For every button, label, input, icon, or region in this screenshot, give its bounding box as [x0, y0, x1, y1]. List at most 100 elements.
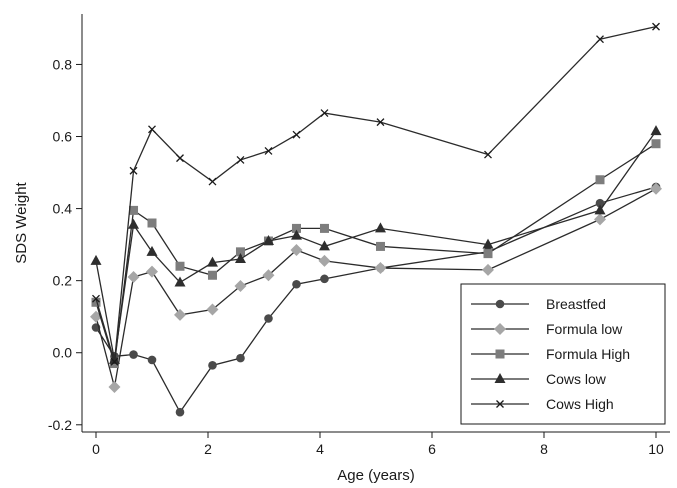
- series-layer: [90, 22, 662, 417]
- marker-triangle: [206, 256, 218, 267]
- legend-label: Cows High: [546, 396, 614, 412]
- x-tick-label: 2: [204, 441, 212, 457]
- marker-x-stroke: [92, 294, 100, 303]
- x-tick-label: 8: [540, 441, 548, 457]
- x-tick-label: 0: [92, 441, 100, 457]
- axes: -0.2 0.0 0.2 0.4 0.6 0.8 0 2 4 6 8 10: [48, 14, 670, 457]
- marker-circle: [320, 274, 329, 284]
- marker-diamond: [290, 244, 303, 257]
- marker-x-stroke: [129, 166, 138, 175]
- legend-item: Formula low: [471, 321, 623, 337]
- marker-circle: [175, 407, 185, 417]
- marker-triangle: [90, 254, 102, 265]
- marker-triangle: [318, 240, 330, 251]
- legend-label: Formula low: [546, 321, 623, 337]
- series-cows-high: [92, 22, 660, 366]
- marker-circle: [147, 355, 157, 365]
- marker-x-stroke: [652, 22, 660, 31]
- marker-x: [208, 177, 217, 186]
- marker-triangle: [262, 235, 274, 246]
- marker-x: [264, 146, 273, 155]
- marker-diamond: [127, 271, 140, 284]
- marker-x-stroke: [176, 154, 184, 163]
- marker-square: [175, 261, 185, 271]
- marker-diamond: [234, 280, 247, 293]
- x-tick-label: 6: [428, 441, 436, 457]
- legend: Breastfed Formula low Formula High Cows low…: [460, 283, 666, 425]
- series-formula-low: [90, 182, 662, 393]
- marker-diamond: [494, 323, 506, 335]
- legend-label: Formula High: [546, 346, 630, 362]
- marker-x: [596, 35, 604, 44]
- marker-circle: [292, 279, 301, 289]
- marker-triangle: [234, 253, 246, 264]
- marker-diamond: [262, 269, 275, 282]
- y-tick-label: 0.4: [53, 201, 73, 217]
- marker-diamond: [206, 303, 219, 316]
- marker-square: [207, 270, 217, 280]
- marker-circle: [595, 198, 605, 208]
- marker-triangle: [650, 125, 662, 136]
- legend-item: Formula High: [471, 346, 630, 362]
- marker-x: [129, 166, 138, 175]
- series-line: [95, 130, 657, 361]
- marker-x: [110, 357, 119, 366]
- marker-diamond: [146, 265, 158, 278]
- marker-x: [484, 150, 492, 159]
- marker-square: [319, 223, 329, 233]
- marker-triangle: [494, 373, 506, 383]
- marker-x-stroke: [148, 125, 156, 134]
- marker-x: [236, 155, 245, 164]
- marker-square: [483, 249, 493, 259]
- marker-square: [129, 205, 139, 215]
- y-tick-label: 0.8: [53, 56, 73, 72]
- marker-x: [376, 118, 385, 127]
- marker-x-stroke: [292, 130, 301, 139]
- marker-triangle: [146, 245, 158, 256]
- y-tick-label: -0.2: [48, 417, 72, 433]
- legend-item: Cows low: [471, 371, 607, 387]
- y-tick-label: 0.0: [53, 345, 73, 361]
- marker-diamond: [482, 263, 494, 276]
- marker-diamond: [108, 380, 121, 393]
- marker-square: [147, 218, 157, 228]
- marker-triangle: [290, 229, 302, 240]
- marker-square: [375, 241, 385, 251]
- marker-circle: [129, 350, 138, 359]
- marker-x: [148, 125, 156, 134]
- marker-square: [595, 175, 605, 185]
- legend-label: Breastfed: [546, 296, 606, 312]
- marker-circle: [208, 361, 217, 370]
- marker-x-stroke: [320, 109, 329, 118]
- marker-triangle: [594, 204, 606, 215]
- marker-x-stroke: [596, 35, 604, 44]
- marker-x: [320, 109, 329, 118]
- series-formula-high: [91, 139, 661, 369]
- x-tick-label: 4: [316, 441, 324, 457]
- marker-x: [292, 130, 301, 139]
- marker-x-stroke: [376, 118, 385, 127]
- legend-label: Cows low: [546, 371, 607, 387]
- marker-x: [176, 154, 184, 163]
- marker-x-stroke: [236, 155, 245, 164]
- marker-x: [92, 294, 100, 303]
- marker-circle: [495, 299, 505, 309]
- marker-triangle: [374, 222, 386, 233]
- marker-circle: [264, 314, 273, 323]
- marker-square: [91, 297, 101, 307]
- marker-triangle: [174, 276, 186, 287]
- y-axis-label: SDS Weight: [13, 181, 30, 263]
- legend-item: Breastfed: [471, 296, 606, 312]
- marker-circle: [236, 353, 245, 363]
- y-tick-label: 0.6: [53, 129, 73, 145]
- marker-square: [235, 247, 245, 257]
- series-line: [95, 25, 657, 362]
- marker-x: [652, 22, 660, 31]
- marker-triangle: [128, 218, 140, 229]
- marker-x-stroke: [264, 146, 273, 155]
- marker-x-stroke: [110, 357, 119, 366]
- marker-square: [291, 223, 301, 233]
- marker-diamond: [374, 262, 387, 275]
- marker-x-stroke: [484, 150, 492, 159]
